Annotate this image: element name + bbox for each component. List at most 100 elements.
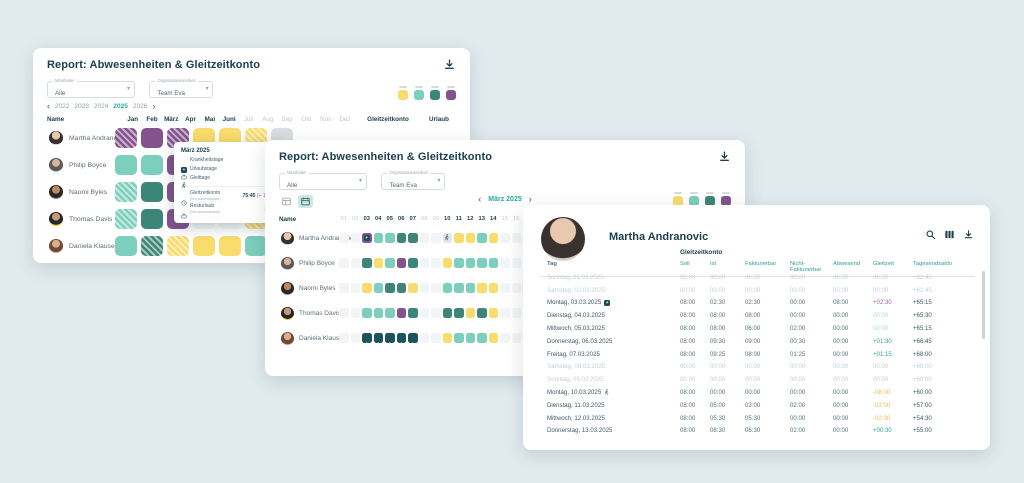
day-cell[interactable] [408, 258, 418, 268]
day-cell[interactable] [465, 258, 475, 268]
month-cell[interactable] [167, 236, 189, 256]
day-cell[interactable] [339, 233, 349, 243]
day-cell[interactable] [419, 308, 429, 318]
search-icon[interactable] [925, 229, 936, 240]
month-cell[interactable] [245, 236, 267, 256]
month-header-Mai[interactable]: Mai [204, 116, 216, 123]
month-header-Dez[interactable]: Dez [339, 116, 351, 123]
day-cell[interactable] [465, 283, 475, 293]
day-cell[interactable] [396, 283, 406, 293]
day-cell[interactable] [350, 258, 360, 268]
day-cell[interactable] [362, 258, 372, 268]
employee-filter[interactable]: Mitarbeiter Alle ▾ [279, 170, 367, 190]
month-cell[interactable] [115, 236, 137, 256]
day-cell[interactable] [511, 283, 521, 293]
day-cell[interactable] [419, 283, 429, 293]
day-cell[interactable] [488, 283, 498, 293]
day-cell[interactable] [500, 283, 510, 293]
table-view-toggle[interactable] [279, 195, 294, 208]
day-cell[interactable] [419, 258, 429, 268]
day-cell[interactable] [500, 258, 510, 268]
next-month-button[interactable]: › [528, 194, 532, 204]
month-cell[interactable] [141, 128, 163, 148]
download-icon[interactable] [443, 58, 456, 71]
day-cell[interactable] [488, 233, 498, 243]
month-header-Juli[interactable]: Juli [243, 116, 254, 123]
day-cell[interactable] [396, 308, 406, 318]
column-header[interactable]: Abwesend [833, 261, 861, 267]
month-header-Nov[interactable]: Nov [320, 116, 332, 123]
day-cell[interactable] [431, 258, 441, 268]
column-header[interactable]: Tagesendsaldo [913, 261, 952, 267]
day-cell[interactable] [477, 258, 487, 268]
day-cell[interactable] [488, 308, 498, 318]
day-cell[interactable] [339, 258, 349, 268]
year-option-2022[interactable]: 2022 [55, 103, 70, 110]
day-cell[interactable] [350, 283, 360, 293]
day-cell[interactable] [477, 233, 487, 243]
calendar-view-toggle[interactable] [298, 195, 313, 208]
day-cell[interactable] [477, 333, 487, 343]
previous-month-button[interactable]: ‹ [478, 194, 482, 204]
day-cell[interactable] [442, 333, 452, 343]
column-header[interactable]: Nicht-Fakturierbar [790, 261, 822, 273]
day-cell[interactable] [465, 333, 475, 343]
day-cell[interactable] [385, 283, 395, 293]
day-cell[interactable] [454, 233, 464, 243]
day-cell[interactable] [442, 258, 452, 268]
day-cell[interactable] [408, 233, 418, 243]
month-cell[interactable] [141, 209, 163, 229]
day-cell[interactable] [500, 333, 510, 343]
day-cell-sick[interactable]: + [373, 333, 383, 348]
month-header-Juni[interactable]: Juni [222, 116, 236, 123]
day-cell[interactable] [350, 233, 360, 243]
day-cell[interactable] [465, 308, 475, 318]
day-cell[interactable] [350, 308, 360, 318]
day-cell-gleittag[interactable] [442, 233, 452, 243]
day-cell[interactable] [396, 233, 406, 243]
day-cell[interactable] [431, 333, 441, 343]
day-cell[interactable] [396, 258, 406, 268]
month-cell[interactable] [141, 236, 163, 256]
day-cell[interactable] [442, 308, 452, 318]
day-cell[interactable] [477, 308, 487, 318]
day-cell[interactable] [419, 333, 429, 343]
year-option-2025[interactable]: 2025 [113, 103, 128, 110]
day-cell[interactable] [477, 283, 487, 293]
day-cell[interactable] [454, 333, 464, 343]
month-header-Jan[interactable]: Jan [127, 116, 139, 123]
day-cell[interactable] [511, 258, 521, 268]
team-filter[interactable]: Organisationseinheit Team Eva ▾ [381, 170, 446, 190]
day-cell[interactable] [511, 233, 521, 243]
day-cell[interactable] [362, 308, 372, 318]
day-cell[interactable] [385, 258, 395, 268]
day-cell[interactable] [339, 283, 349, 293]
column-header[interactable]: Ist [710, 261, 717, 267]
day-cell[interactable] [465, 233, 475, 243]
column-header[interactable]: Fakturierbar [745, 261, 777, 267]
month-header-Apr[interactable]: Apr [185, 116, 196, 123]
month-header-Okt[interactable]: Okt [301, 116, 312, 123]
day-cell[interactable] [431, 233, 441, 243]
month-cell[interactable] [115, 209, 137, 229]
day-cell-sick[interactable]: + [385, 333, 395, 348]
day-cell[interactable] [431, 308, 441, 318]
scrollbar-thumb[interactable] [981, 271, 985, 339]
column-header[interactable]: Gleitzeit [873, 261, 894, 267]
day-cell[interactable] [454, 258, 464, 268]
day-cell[interactable] [500, 233, 510, 243]
columns-icon[interactable] [944, 229, 955, 240]
month-cell[interactable] [141, 155, 163, 175]
day-cell[interactable] [408, 308, 418, 318]
month-cell[interactable] [141, 182, 163, 202]
day-cell[interactable] [385, 308, 395, 318]
day-cell[interactable] [362, 283, 372, 293]
day-cell[interactable] [488, 258, 498, 268]
year-option-2024[interactable]: 2024 [93, 103, 109, 110]
day-cell[interactable] [511, 333, 521, 343]
day-cell[interactable] [431, 283, 441, 293]
day-cell[interactable] [454, 308, 464, 318]
previous-year-button[interactable]: ‹ [47, 101, 50, 111]
day-cell[interactable] [373, 283, 383, 293]
month-header-Feb[interactable]: Feb [146, 116, 158, 123]
